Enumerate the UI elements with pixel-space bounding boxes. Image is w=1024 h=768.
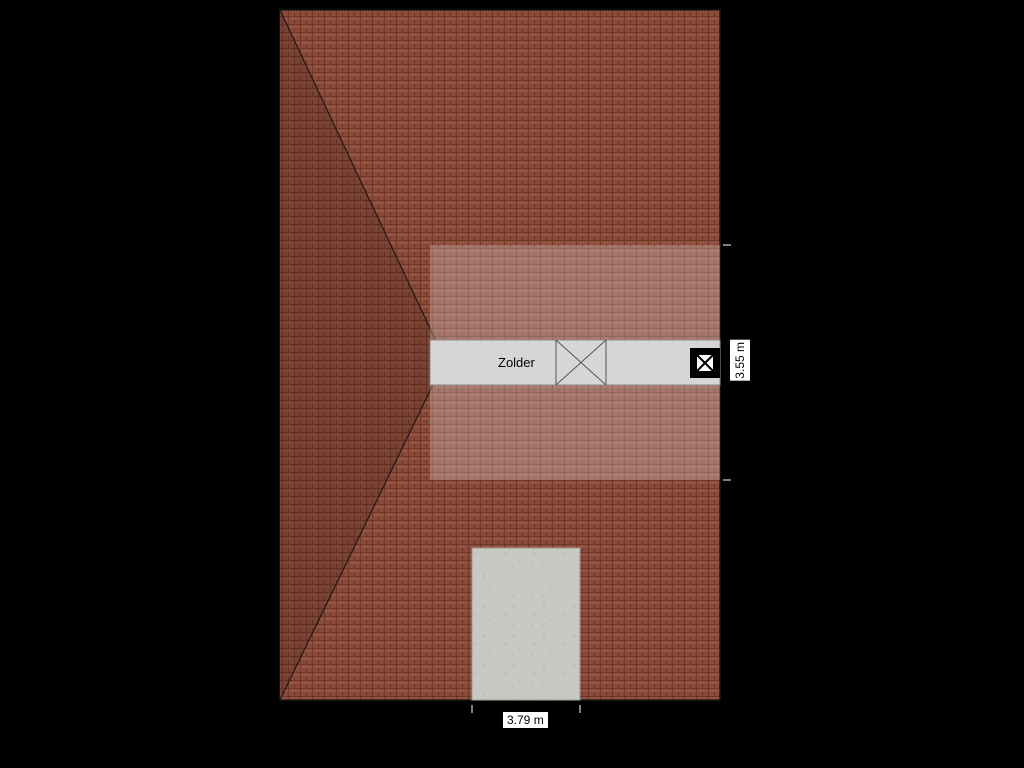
concrete-slab (472, 548, 580, 700)
room-label-zolder: Zolder (498, 355, 535, 370)
dimension-right: 3.55 m (730, 340, 750, 381)
dimension-bottom: 3.79 m (503, 712, 548, 728)
zolder-strip (430, 340, 720, 385)
floor-plan-svg (0, 0, 1024, 768)
floor-plan-stage: { "canvas": {"w":1024,"h":768,"backgroun… (0, 0, 1024, 768)
